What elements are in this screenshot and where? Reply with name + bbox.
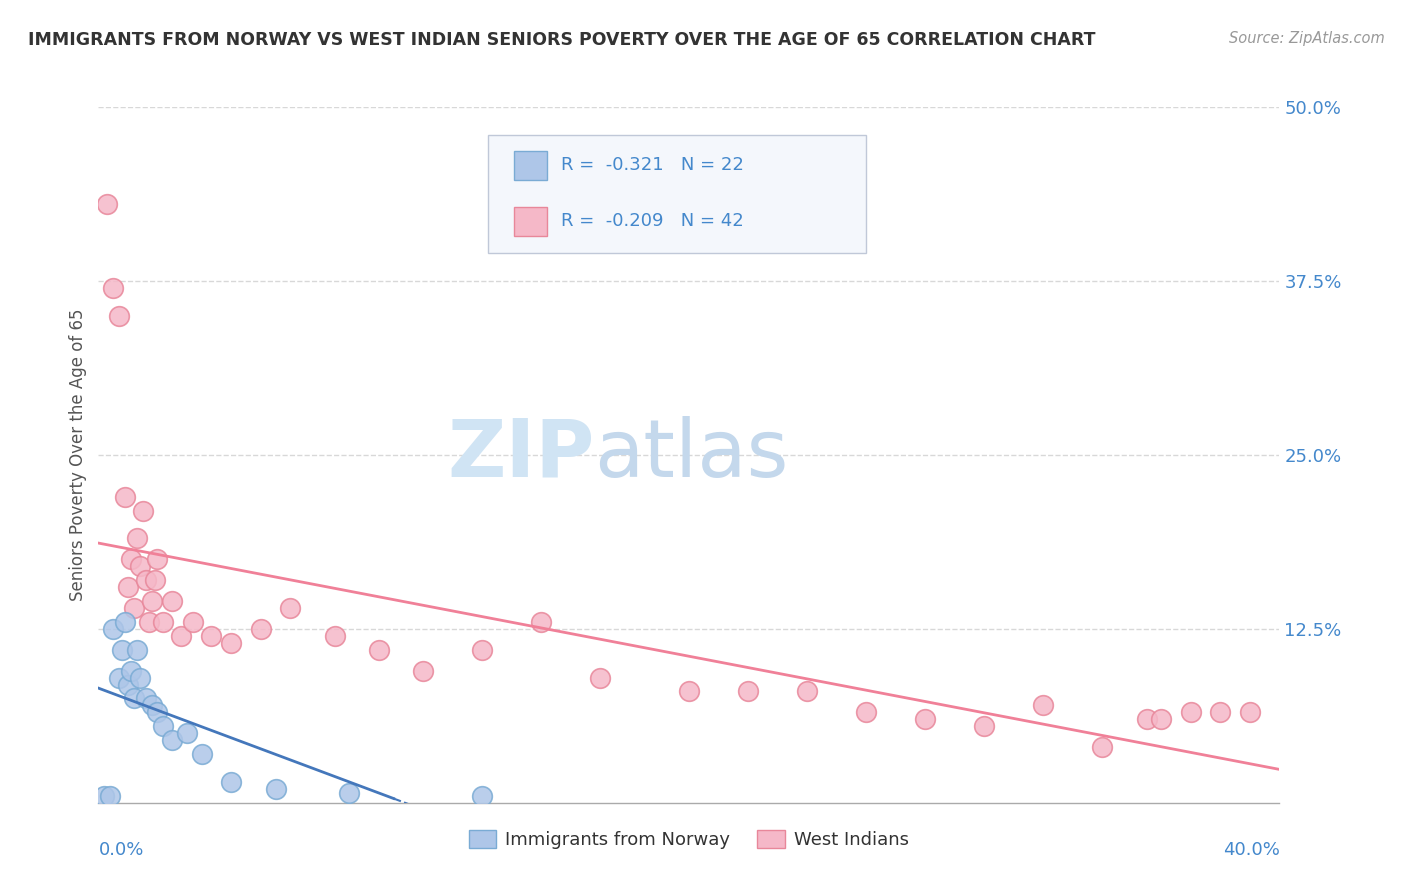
- Point: [114, 615, 136, 629]
- Point: [412, 664, 434, 678]
- Text: ZIP: ZIP: [447, 416, 595, 494]
- Point: [98, 789, 121, 803]
- Point: [120, 664, 142, 678]
- Point: [117, 580, 139, 594]
- Point: [796, 684, 818, 698]
- Point: [678, 684, 700, 698]
- Point: [471, 642, 494, 657]
- Point: [1136, 712, 1159, 726]
- Point: [339, 786, 361, 800]
- Point: [143, 573, 166, 587]
- Point: [138, 615, 160, 629]
- Point: [117, 677, 139, 691]
- Point: [162, 733, 183, 747]
- Point: [1150, 712, 1173, 726]
- Point: [200, 629, 222, 643]
- Text: 40.0%: 40.0%: [1223, 841, 1279, 859]
- Point: [108, 671, 131, 685]
- Point: [1091, 740, 1114, 755]
- Point: [323, 629, 346, 643]
- Point: [152, 719, 174, 733]
- Y-axis label: Seniors Poverty Over the Age of 65: Seniors Poverty Over the Age of 65: [69, 309, 87, 601]
- Point: [111, 642, 134, 657]
- Point: [135, 691, 157, 706]
- Point: [135, 573, 157, 587]
- Point: [152, 615, 174, 629]
- Point: [146, 706, 169, 720]
- Point: [1032, 698, 1054, 713]
- Point: [855, 706, 877, 720]
- FancyBboxPatch shape: [488, 135, 866, 253]
- Point: [191, 747, 214, 761]
- Point: [128, 559, 150, 574]
- Point: [120, 552, 142, 566]
- Point: [128, 671, 150, 685]
- Point: [264, 781, 287, 796]
- Point: [132, 503, 155, 517]
- Point: [176, 726, 198, 740]
- Text: 0.0%: 0.0%: [98, 841, 143, 859]
- Point: [146, 552, 169, 566]
- Point: [1209, 706, 1232, 720]
- Point: [280, 601, 302, 615]
- Point: [96, 197, 118, 211]
- Point: [914, 712, 936, 726]
- Bar: [515, 207, 547, 235]
- Point: [471, 789, 494, 803]
- Point: [973, 719, 995, 733]
- Point: [181, 615, 204, 629]
- Point: [162, 594, 183, 608]
- Point: [103, 622, 125, 636]
- Text: atlas: atlas: [595, 416, 789, 494]
- Text: IMMIGRANTS FROM NORWAY VS WEST INDIAN SENIORS POVERTY OVER THE AGE OF 65 CORRELA: IMMIGRANTS FROM NORWAY VS WEST INDIAN SE…: [28, 31, 1095, 49]
- Text: Source: ZipAtlas.com: Source: ZipAtlas.com: [1229, 31, 1385, 46]
- Point: [103, 281, 125, 295]
- Point: [170, 629, 193, 643]
- Text: R =  -0.321   N = 22: R = -0.321 N = 22: [561, 156, 744, 175]
- Point: [125, 532, 148, 546]
- Bar: [515, 151, 547, 180]
- Point: [122, 601, 145, 615]
- Point: [1180, 706, 1202, 720]
- Text: R =  -0.209   N = 42: R = -0.209 N = 42: [561, 212, 744, 230]
- Point: [221, 636, 243, 650]
- Point: [125, 642, 148, 657]
- Point: [368, 642, 391, 657]
- Point: [589, 671, 612, 685]
- Point: [141, 594, 163, 608]
- Point: [221, 775, 243, 789]
- Point: [122, 691, 145, 706]
- Point: [93, 789, 115, 803]
- Point: [141, 698, 163, 713]
- Point: [530, 615, 553, 629]
- Point: [250, 622, 273, 636]
- Point: [114, 490, 136, 504]
- Point: [108, 309, 131, 323]
- Legend: Immigrants from Norway, West Indians: Immigrants from Norway, West Indians: [463, 822, 915, 856]
- Point: [737, 684, 759, 698]
- Point: [1239, 706, 1261, 720]
